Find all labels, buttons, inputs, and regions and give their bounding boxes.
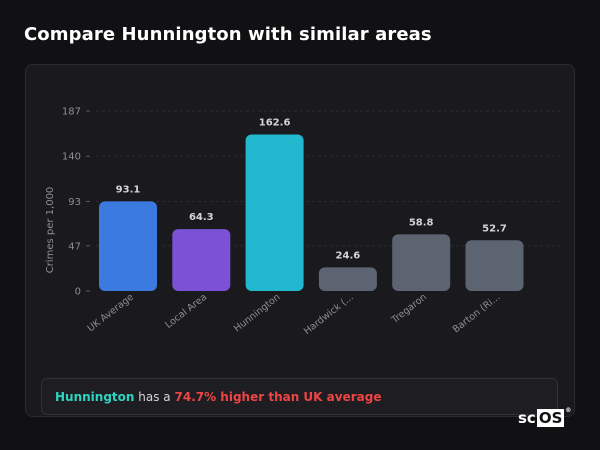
y-axis-label: Crimes per 1,000 [45,187,56,274]
bar[interactable] [172,229,231,291]
bar[interactable] [245,134,304,291]
bar[interactable] [318,267,377,291]
summary-difference: 74.7% higher than UK average [174,389,382,404]
bar-value-label: 52.7 [482,223,507,234]
bar-value-label: 93.1 [116,184,141,195]
y-tick-label: 93 [68,197,81,208]
brand-logo: sc OS ® [518,407,572,428]
bar[interactable] [465,240,524,291]
bar-value-label: 24.6 [336,250,361,261]
logo-registered-mark: ® [565,407,572,414]
page-title: Compare Hunnington with similar areas [24,24,432,45]
x-tick-label: Hunnington [232,292,282,335]
y-tick-label: 187 [62,107,81,118]
x-tick-label: Barton (Ri... [451,292,503,336]
bar[interactable] [99,201,157,291]
bar-value-label: 64.3 [189,212,214,223]
bar-value-label: 162.6 [259,117,291,128]
y-tick-label: 140 [62,152,81,163]
summary-area: Hunnington [55,389,135,404]
x-tick-label: Tregaron [389,292,429,327]
bar[interactable] [392,234,451,291]
chart-card: 0 47 93 140 187 93.1 64.3 162.6 24.6 58.8 52.7 UK… [25,64,575,417]
bar-value-label: 58.8 [409,217,434,228]
x-tick-label: Hardwick (... [302,292,356,337]
y-tick-label: 0 [75,287,81,298]
summary-banner: Hunnington has a 74.7% higher than UK av… [41,378,558,415]
y-tick-label: 47 [68,241,81,252]
logo-prefix: sc [518,409,536,427]
summary-text: has a [138,389,171,404]
x-tick-label: Local Area [163,292,209,331]
x-tick-label: UK Average [86,292,136,335]
logo-boxed: OS [536,409,565,427]
bar-chart: 0 47 93 140 187 93.1 64.3 162.6 24.6 58.8 52.7 UK… [45,107,561,337]
